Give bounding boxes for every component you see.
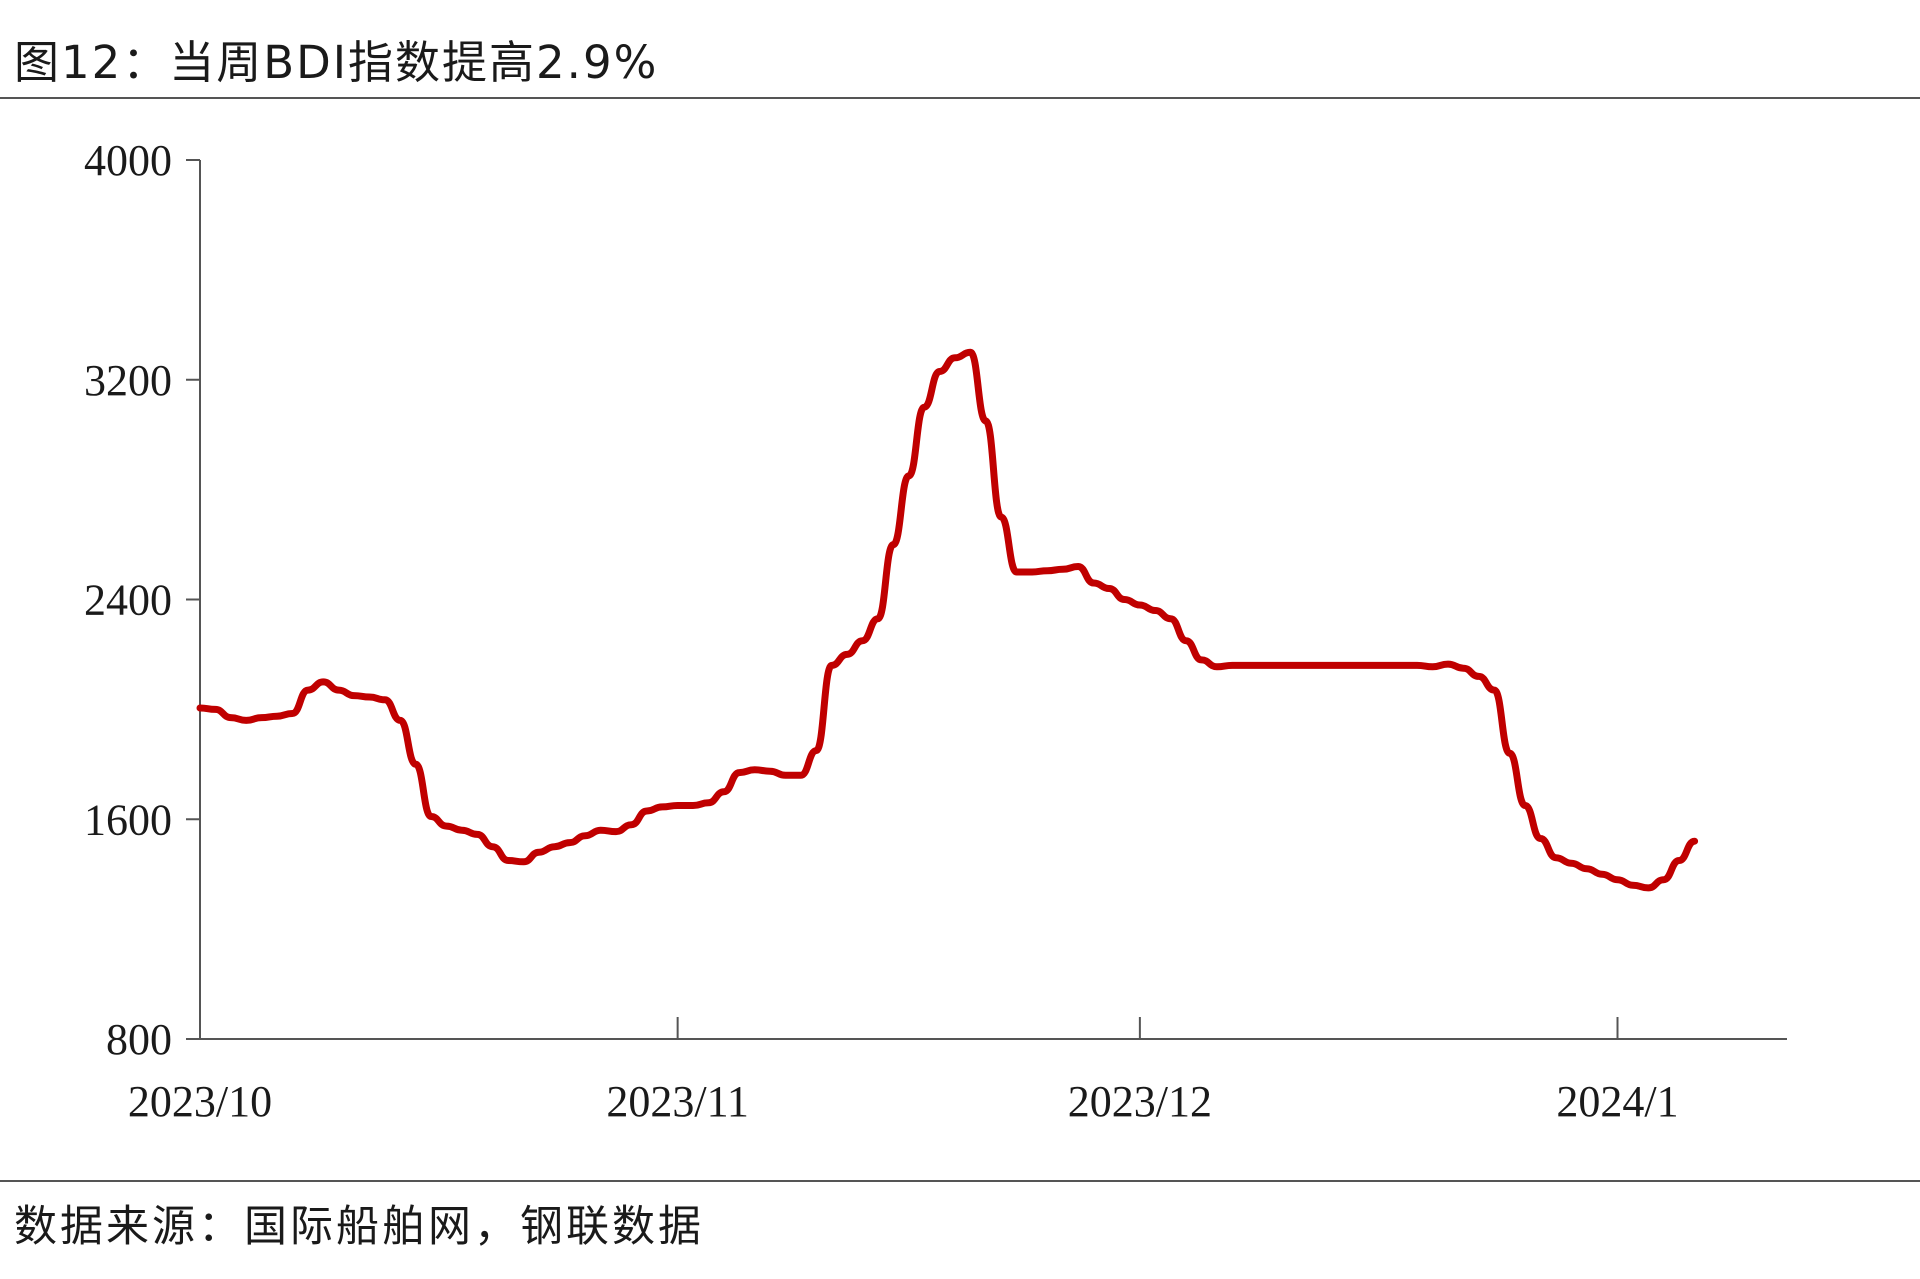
x-axis-ticks: 2023/10 2023/11 2023/12 2024/1	[128, 1017, 1679, 1126]
bdi-series-line	[196, 348, 1699, 892]
x-tick-label: 2023/12	[1068, 1077, 1212, 1126]
y-tick-label: 800	[106, 1015, 172, 1064]
chart-series	[196, 348, 1699, 892]
chart-axes	[199, 160, 1787, 1040]
x-tick-label: 2023/11	[606, 1077, 749, 1126]
x-tick-label: 2024/1	[1556, 1077, 1678, 1126]
x-tick-label: 2023/10	[128, 1077, 272, 1126]
y-tick-label: 3200	[84, 356, 172, 405]
y-tick-label: 1600	[84, 795, 172, 844]
y-axis-ticks: 800 1600 2400 3200 4000	[84, 136, 200, 1064]
chart-title: 图12：当周BDI指数提高2.9%	[14, 36, 659, 89]
y-tick-label: 4000	[84, 136, 172, 185]
y-tick-label: 2400	[84, 576, 172, 625]
title-divider	[0, 97, 1920, 99]
data-source-note: 数据来源：国际船舶网，钢联数据	[14, 1202, 704, 1252]
source-divider	[0, 1180, 1920, 1182]
